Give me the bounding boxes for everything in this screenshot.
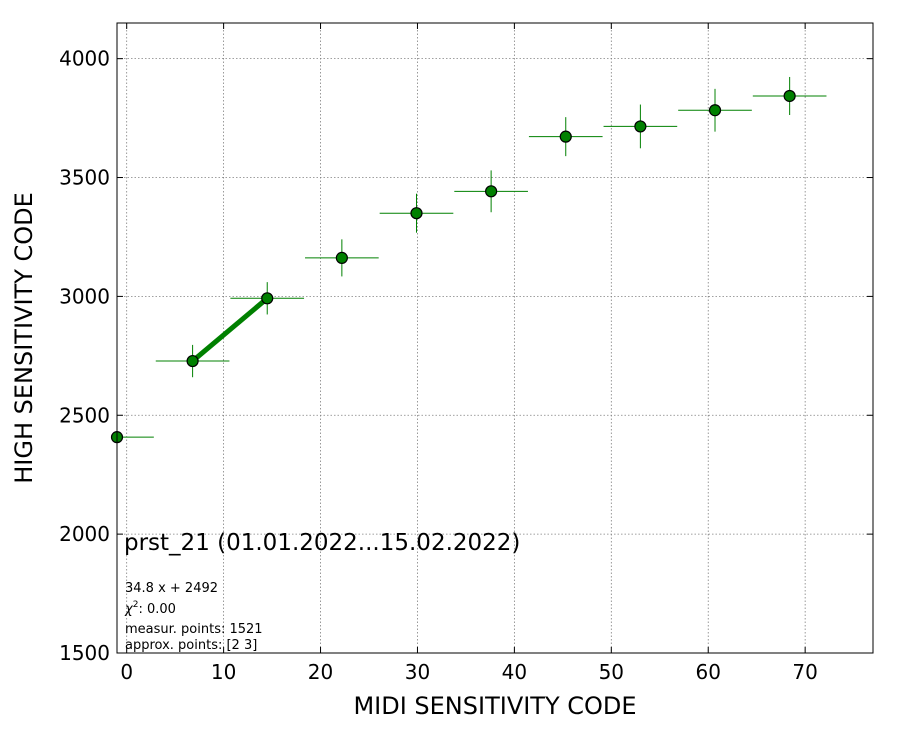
data-point: [634, 120, 647, 133]
data-point: [261, 292, 274, 305]
x-tick-label: 0: [120, 660, 133, 684]
errorbars: [117, 76, 827, 438]
annotation-title: prst_21 (01.01.2022...15.02.2022): [124, 530, 520, 556]
plot-frame: [116, 22, 874, 654]
grid: [117, 23, 873, 653]
chi2-value: : 0.00: [138, 602, 175, 617]
x-tick-label: 30: [405, 660, 430, 684]
y-tick-label: 3500: [59, 166, 110, 190]
data-point: [559, 130, 572, 143]
data-point: [410, 207, 423, 220]
fit-line: [190, 296, 269, 363]
fit-line-group: [190, 296, 269, 363]
x-tick-label: 50: [599, 660, 624, 684]
data-point: [485, 185, 498, 198]
x-tick-labels: 0 10 20 30 40 50 60 70: [120, 660, 818, 684]
chi2-symbol: χ: [124, 602, 134, 617]
y-axis-title: HIGH SENSITIVITY CODE: [10, 192, 38, 484]
annotation-equation: 34.8 x + 2492: [125, 581, 218, 596]
y-tick-label: 4000: [59, 47, 110, 71]
y-tick-label: 2000: [59, 522, 110, 546]
x-tick-label: 70: [792, 660, 817, 684]
data-point: [783, 89, 796, 103]
annotation-chi2: χ2: 0.00: [124, 600, 176, 617]
x-tick-label: 10: [211, 660, 236, 684]
y-tick-label: 3000: [59, 284, 110, 308]
data-point: [708, 104, 722, 117]
chi2-exponent: 2: [133, 600, 139, 610]
x-tick-label: 60: [696, 660, 721, 684]
x-axis-title: MIDI SENSITIVITY CODE: [353, 692, 636, 720]
data-points: [110, 89, 796, 444]
axis-ticks: [117, 23, 873, 654]
y-tick-labels: 1500 2000 2500 3000 3500 4000: [59, 47, 110, 665]
annotation-approx-points: approx. points: [2 3]: [125, 638, 257, 653]
y-tick-label: 1500: [59, 641, 110, 665]
x-tick-label: 40: [502, 660, 527, 684]
data-point: [335, 251, 348, 264]
annotation-measur-points: measur. points: 1521: [125, 622, 263, 637]
data-point: [186, 354, 199, 368]
y-tick-label: 2500: [59, 403, 110, 427]
x-tick-label: 20: [308, 660, 333, 684]
